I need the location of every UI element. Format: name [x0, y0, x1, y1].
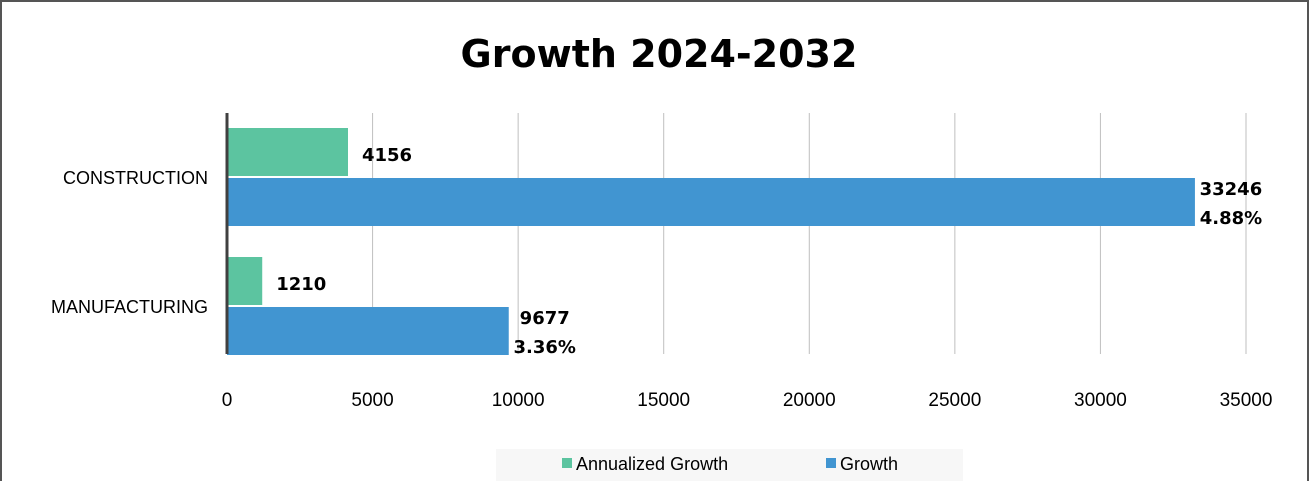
data-sublabel: 4.88%: [1200, 208, 1262, 229]
legend-background: [496, 449, 963, 481]
data-label: 1210: [276, 274, 326, 295]
x-tick-label: 20000: [783, 390, 836, 411]
category-label: MANUFACTURING: [51, 297, 208, 317]
bars: [227, 128, 1195, 355]
x-axis-ticks: 0 5000 10000 15000 20000 25000 30000 35000: [222, 390, 1273, 411]
x-tick-label: 10000: [492, 390, 545, 411]
x-tick-label: 25000: [928, 390, 981, 411]
category-label: CONSTRUCTION: [63, 168, 208, 188]
x-tick-label: 15000: [637, 390, 690, 411]
legend-swatch: [562, 458, 572, 468]
x-tick-label: 30000: [1074, 390, 1127, 411]
bar-annualized-growth: [227, 128, 348, 176]
legend-label: Annualized Growth: [576, 454, 728, 474]
gridlines: [372, 113, 1247, 354]
bar-annualized-growth: [227, 257, 263, 305]
data-label: 4156: [362, 145, 412, 166]
legend-swatch: [826, 458, 836, 468]
x-tick-label: 5000: [351, 390, 393, 411]
legend-label: Growth: [840, 454, 898, 474]
chart-title: Growth 2024-2032: [461, 32, 858, 76]
legend: Annualized Growth Growth: [496, 449, 963, 481]
x-tick-label: 0: [222, 390, 233, 411]
data-label: 9677: [520, 308, 570, 329]
bar-growth: [227, 178, 1195, 226]
y-axis-categories: CONSTRUCTION MANUFACTURING: [51, 168, 208, 317]
bar-growth: [227, 307, 509, 355]
data-sublabel: 3.36%: [514, 337, 576, 358]
x-tick-label: 35000: [1220, 390, 1273, 411]
data-label: 33246: [1200, 179, 1263, 200]
data-labels: 4156 33246 4.88% 1210 9677 3.36%: [276, 145, 1262, 358]
